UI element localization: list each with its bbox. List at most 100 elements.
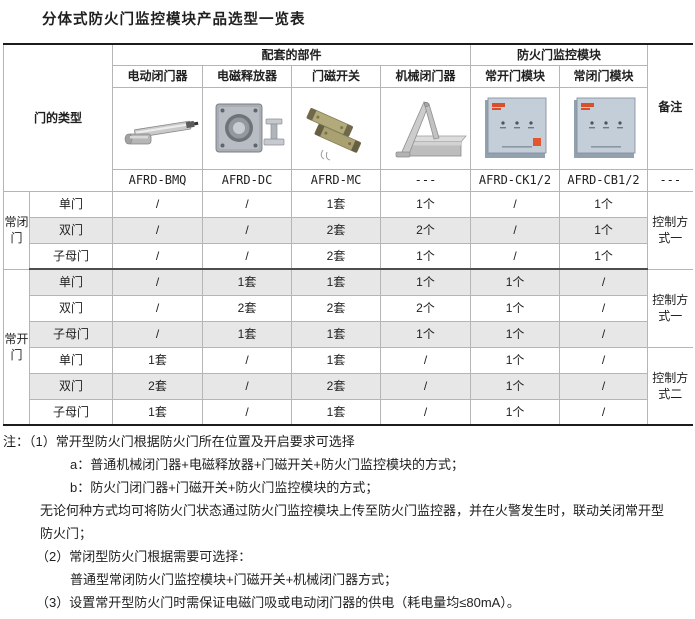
col-header-magnet-switch: 门磁开关 <box>291 64 382 88</box>
door-row-label: 双门 <box>28 294 114 322</box>
table-cell: / <box>559 372 648 400</box>
table-cell: 2套 <box>112 372 204 400</box>
table-cell: 1套 <box>202 268 293 296</box>
table-cell: / <box>380 398 472 426</box>
remark-control-mode-1: 控制方式一 <box>647 190 693 270</box>
table-cell: 1套 <box>291 268 382 296</box>
accessories-group-header: 配套的部件 <box>112 43 472 66</box>
notes-section: 注：（1）常开型防火门根据防火门所在位置及开启要求可选择 a：普通机械闭门器+电… <box>0 430 695 614</box>
table-cell: 1套 <box>112 346 204 374</box>
electromagnetic-releaser-image <box>215 103 285 153</box>
note-line: 防火门； <box>40 526 93 541</box>
note-line: 普通型常闭防火门监控模块+门磁开关+机械闭门器方式； <box>70 572 398 587</box>
table-cell: 2套 <box>291 294 382 322</box>
note-line: （3）设置常开型防火门时需保证电磁门吸或电动闭门器的供电（耗电量均≤80mA）。 <box>36 595 520 610</box>
remark-header: 备注 <box>647 43 693 170</box>
note-line: a：普通机械闭门器+电磁释放器+门磁开关+防火门监控模块的方式； <box>70 457 465 472</box>
table-cell: / <box>559 320 648 348</box>
table-cell: 1套 <box>291 398 382 426</box>
door-row-label: 子母门 <box>28 320 114 348</box>
table-cell: 1个 <box>380 242 472 270</box>
table-cell: 1个 <box>470 398 561 426</box>
normally-open-module-image <box>485 97 547 158</box>
normally-closed-module-image <box>573 97 635 158</box>
note-line: （2）常闭型防火门根据需要可选择： <box>36 549 252 564</box>
table-cell: 1个 <box>559 216 648 244</box>
door-row-label: 单门 <box>28 346 114 374</box>
table-cell: / <box>470 190 561 218</box>
table-cell: / <box>112 216 204 244</box>
table-cell: 2个 <box>380 294 472 322</box>
table-cell: / <box>202 372 293 400</box>
table-cell: 1个 <box>470 320 561 348</box>
table-cell: 1个 <box>380 320 472 348</box>
table-cell: / <box>559 346 649 374</box>
table-cell: 1套 <box>202 320 293 348</box>
model-electric-closer: AFRD-BMQ <box>112 168 204 192</box>
modules-group-header: 防火门监控模块 <box>470 43 649 66</box>
col-header-closed-module: 常闭门模块 <box>559 64 648 88</box>
door-row-label: 单门 <box>28 268 114 296</box>
col-header-electric-closer: 电动闭门器 <box>112 64 204 88</box>
table-cell: / <box>380 372 472 400</box>
table-cell: / <box>112 242 204 270</box>
remark-control-mode-2: 控制方式二 <box>647 346 693 426</box>
table-cell: / <box>559 398 648 426</box>
door-type-header: 门的类型 <box>2 43 114 192</box>
group-normally-closed-door: 常闭门 <box>3 190 30 270</box>
table-cell: 2个 <box>380 216 472 244</box>
table-cell: / <box>470 216 561 244</box>
table-cell: 1套 <box>291 320 382 348</box>
table-cell: / <box>559 268 649 296</box>
table-cell: 2套 <box>291 372 382 400</box>
model-open-module: AFRD-CK1/2 <box>470 168 561 192</box>
table-cell: / <box>202 242 293 270</box>
table-cell: 1个 <box>470 346 561 374</box>
table-cell: 1套 <box>112 398 204 426</box>
table-cell: 1套 <box>291 346 382 374</box>
model-closed-module: AFRD-CB1/2 <box>559 168 649 192</box>
table-cell: 1个 <box>559 242 648 270</box>
model-mechanical-closer: --- <box>380 168 472 192</box>
door-row-label: 单门 <box>28 190 114 218</box>
col-header-releaser: 电磁释放器 <box>202 64 293 88</box>
model-magnet-switch: AFRD-MC <box>291 168 382 192</box>
model-releaser: AFRD-DC <box>202 168 293 192</box>
door-row-label: 子母门 <box>28 242 114 270</box>
table-cell: / <box>112 320 204 348</box>
page-title: 分体式防火门监控模块产品选型一览表 <box>42 12 306 28</box>
selection-table: 门的类型 配套的部件 防火门监控模块 备注 电动闭门器 电磁释放器 门磁开关 机… <box>2 43 693 426</box>
table-cell: 1套 <box>291 190 382 218</box>
table-cell: 1个 <box>380 190 472 218</box>
table-cell: / <box>470 242 561 270</box>
table-cell: 2套 <box>202 294 293 322</box>
model-remark: --- <box>647 168 693 192</box>
table-cell: / <box>112 268 204 296</box>
door-row-label: 双门 <box>28 216 114 244</box>
mechanical-door-closer-image <box>395 101 467 158</box>
table-cell: / <box>202 216 293 244</box>
table-cell: / <box>202 398 293 426</box>
remark-control-mode-1b: 控制方式一 <box>647 268 693 348</box>
table-cell: 1个 <box>380 268 472 296</box>
table-cell: 2套 <box>291 216 382 244</box>
electric-door-closer-image <box>124 120 198 145</box>
door-row-label: 子母门 <box>28 398 114 426</box>
note-line: 注：（1）常开型防火门根据防火门所在位置及开启要求可选择 <box>3 434 355 449</box>
table-cell: 2套 <box>291 242 382 270</box>
table-cell: / <box>559 294 648 322</box>
note-line: 无论何种方式均可将防火门状态通过防火门监控模块上传至防火门监控器，并在火警发生时… <box>40 503 665 518</box>
table-cell: / <box>112 190 204 218</box>
door-magnet-switch-image <box>306 108 362 161</box>
col-header-mechanical-closer: 机械闭门器 <box>380 64 472 88</box>
table-cell: 1个 <box>470 268 561 296</box>
table-cell: / <box>380 346 472 374</box>
table-cell: / <box>112 294 204 322</box>
table-cell: 1个 <box>470 294 561 322</box>
door-row-label: 双门 <box>28 372 114 400</box>
table-cell: / <box>202 190 293 218</box>
table-cell: / <box>202 346 293 374</box>
table-cell: 1个 <box>559 190 649 218</box>
group-normally-open-door: 常开门 <box>3 268 30 426</box>
